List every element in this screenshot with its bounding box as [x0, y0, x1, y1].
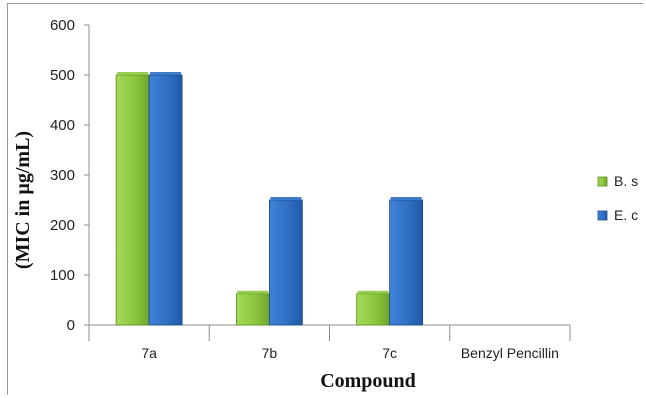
bar-body [115, 74, 150, 326]
y-tick-label: 600 [50, 17, 75, 34]
y-tick-label: 500 [50, 67, 75, 84]
y-tick-label: 100 [50, 267, 75, 284]
legend-item: E. c [597, 207, 638, 223]
x-tick-label: 7c [382, 345, 397, 361]
bar [148, 72, 183, 326]
legend-swatch [597, 210, 608, 221]
bar-top [117, 72, 149, 75]
bar [268, 197, 303, 326]
bar-top [357, 290, 389, 294]
x-axis: 7a 7b 7c Benzyl Pencillin [88, 324, 571, 361]
y-tick-label: 300 [50, 167, 75, 184]
x-tick-label: Benzyl Pencillin [461, 345, 559, 361]
chart-frame [7, 3, 643, 395]
y-axis: 0 100 200 300 400 500 600 [50, 17, 90, 334]
bar [235, 290, 270, 326]
x-axis-title: Compound [320, 370, 416, 392]
bar-top [270, 197, 302, 200]
y-tick-label: 400 [50, 117, 75, 134]
bar-body [356, 293, 391, 326]
bar-body [268, 199, 303, 326]
legend-swatch [597, 176, 608, 187]
legend-label: E. c [614, 207, 638, 223]
legend: B. s E. c [597, 173, 638, 223]
y-axis-title: (MIC in µg/mL) [12, 131, 34, 269]
y-tick-label: 200 [50, 217, 75, 234]
bar [356, 290, 391, 326]
legend-label: B. s [614, 173, 638, 189]
bar [115, 72, 150, 326]
bars [115, 72, 424, 326]
bar-top [390, 197, 422, 200]
bar [389, 197, 424, 326]
bar-body [235, 293, 270, 326]
bar-body [148, 74, 183, 326]
x-tick-label: 7a [141, 345, 157, 361]
bar-top [237, 290, 269, 294]
legend-item: B. s [597, 173, 638, 189]
x-tick-label: 7b [262, 345, 278, 361]
bar-top [150, 72, 182, 75]
y-tick-label: 0 [67, 317, 75, 334]
bar-body [389, 199, 424, 326]
